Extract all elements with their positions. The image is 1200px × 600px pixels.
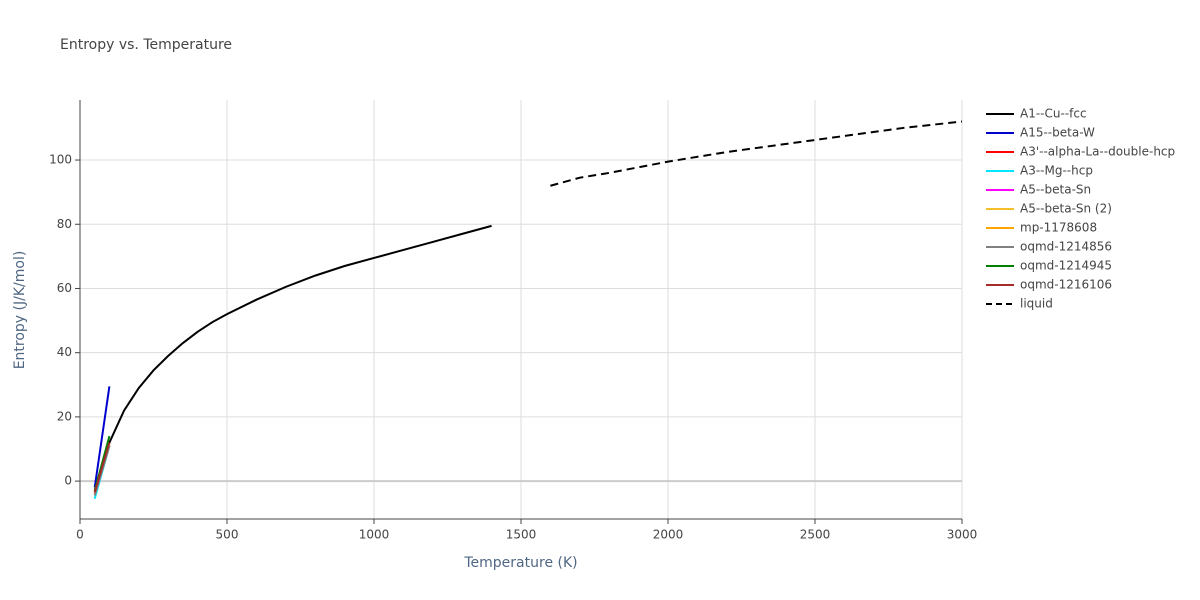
x-tick-label: 0 — [76, 528, 84, 542]
x-tick-label: 1500 — [506, 528, 537, 542]
series-line — [93, 224, 492, 492]
y-tick-label: 0 — [64, 474, 72, 488]
legend-label: liquid — [1020, 297, 1053, 311]
x-tick-label: 1000 — [359, 528, 390, 542]
series-line — [93, 386, 111, 488]
legend-label: A3--Mg--hcp — [1020, 164, 1093, 178]
legend-label: oqmd-1214945 — [1020, 259, 1112, 273]
x-tick-label: 2000 — [653, 528, 684, 542]
legend-label: A15--beta-W — [1020, 126, 1095, 140]
series-line — [550, 120, 963, 187]
y-tick-label: 80 — [57, 217, 72, 231]
legend-label: A5--beta-Sn — [1020, 183, 1091, 197]
x-tick-label: 500 — [216, 528, 239, 542]
legend-label: A3'--alpha-La--double-hcp — [1020, 145, 1175, 159]
legend-label: A1--Cu--fcc — [1020, 107, 1087, 121]
y-tick-label: 40 — [57, 345, 72, 359]
legend-label: A5--beta-Sn (2) — [1020, 202, 1112, 216]
x-tick-label: 2500 — [800, 528, 831, 542]
y-tick-label: 60 — [57, 281, 72, 295]
y-tick-label: 100 — [49, 153, 72, 167]
legend-label: mp-1178608 — [1020, 221, 1097, 235]
series-line — [93, 442, 111, 493]
chart-title: Entropy vs. Temperature — [60, 37, 232, 53]
y-axis-title: Entropy (J/K/mol) — [12, 251, 28, 370]
x-axis-title: Temperature (K) — [463, 555, 577, 571]
legend-label: oqmd-1216106 — [1020, 278, 1112, 292]
y-tick-label: 20 — [57, 409, 72, 423]
x-tick-label: 3000 — [947, 528, 978, 542]
legend-label: oqmd-1214856 — [1020, 240, 1112, 254]
